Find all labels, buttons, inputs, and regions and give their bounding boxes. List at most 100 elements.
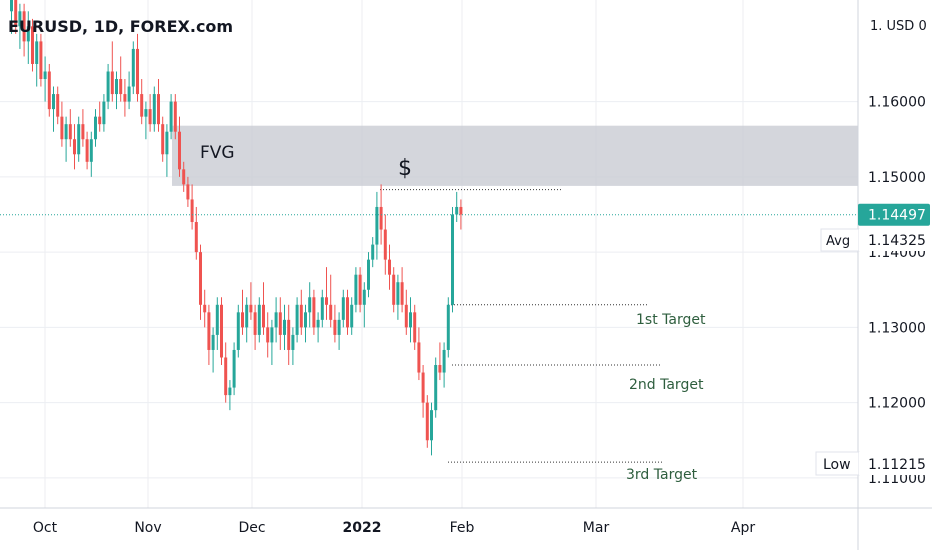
- candle-body: [60, 116, 64, 140]
- candle-body: [148, 109, 152, 125]
- fvg-label: FVG: [200, 143, 235, 163]
- candle-body: [434, 365, 438, 411]
- candle-body: [77, 124, 81, 155]
- candle: [278, 297, 282, 350]
- candle-body: [459, 206, 463, 215]
- candle: [136, 33, 139, 102]
- candle-body: [35, 41, 39, 64]
- time-axis[interactable]: Oct Nov Dec 2022 Feb Mar Apr: [33, 520, 755, 536]
- candle: [245, 297, 249, 343]
- candle: [31, 18, 34, 72]
- candle: [459, 199, 463, 230]
- candle: [26, 11, 30, 64]
- candle-body: [161, 124, 165, 155]
- candle-body: [123, 94, 127, 102]
- candle-body: [253, 312, 257, 335]
- candle-body: [396, 282, 400, 305]
- candle-body: [409, 312, 412, 328]
- candle: [127, 71, 131, 110]
- candle: [320, 289, 324, 328]
- candle-body: [451, 214, 454, 305]
- candle-body: [388, 259, 391, 275]
- x-tick-label: 2022: [343, 520, 382, 536]
- y-tick-label: 1.12000: [868, 396, 926, 412]
- candle-body: [26, 26, 30, 42]
- candle-body: [119, 79, 123, 95]
- candle-body: [22, 11, 26, 42]
- candle: [375, 191, 379, 260]
- candle-body: [270, 327, 274, 343]
- candle-body: [68, 124, 72, 140]
- candle-body: [455, 206, 459, 215]
- candle-body: [341, 297, 345, 320]
- candle: [85, 131, 89, 170]
- avg-value: 1.14325: [868, 233, 926, 249]
- candle-body: [295, 304, 299, 335]
- candle: [77, 116, 81, 162]
- candle: [89, 131, 93, 177]
- candle-body: [362, 289, 366, 305]
- currency-label[interactable]: 1. USD 0: [870, 19, 927, 34]
- candle: [329, 274, 333, 328]
- candle-body: [278, 312, 282, 335]
- candle-body: [245, 304, 249, 328]
- candle-body: [337, 319, 341, 335]
- candle: [350, 297, 354, 335]
- candle-body: [211, 334, 215, 350]
- candle: [346, 289, 349, 335]
- candle: [110, 41, 114, 102]
- symbol-title[interactable]: EURUSD, 1D, FOREX.com: [8, 17, 233, 36]
- candle: [81, 109, 85, 147]
- candle: [199, 244, 202, 320]
- candle: [131, 41, 135, 95]
- candle: [266, 312, 270, 358]
- candle: [371, 237, 375, 268]
- candle-body: [266, 327, 270, 343]
- candle: [182, 161, 186, 192]
- candle: [152, 86, 156, 132]
- candle: [173, 94, 177, 140]
- candle: [333, 304, 337, 343]
- candle: [140, 79, 144, 125]
- candle-body: [43, 71, 47, 80]
- candle: [144, 101, 148, 140]
- candle: [14, 0, 18, 34]
- candle: [18, 3, 22, 49]
- candle: [312, 289, 316, 335]
- candle: [451, 206, 454, 313]
- candle-body: [131, 48, 135, 87]
- candle: [362, 282, 366, 328]
- candle-body: [81, 124, 85, 140]
- candle: [148, 94, 152, 132]
- candle-body: [102, 101, 106, 125]
- y-tick-label: 1.15000: [868, 170, 926, 186]
- candle: [157, 79, 160, 132]
- y-tick-label: 1.13000: [868, 320, 926, 336]
- candle: [438, 342, 442, 381]
- candle-body: [308, 297, 312, 313]
- candle: [190, 184, 194, 230]
- x-tick-label: Feb: [450, 520, 475, 536]
- candle: [64, 116, 68, 162]
- candle-body: [312, 297, 316, 328]
- candle-body: [18, 11, 22, 27]
- candle: [211, 327, 215, 373]
- candle: [203, 289, 207, 328]
- candle-body: [400, 282, 404, 305]
- candle: [220, 297, 223, 366]
- last-price-value: 1.14497: [868, 208, 926, 224]
- candle-body: [140, 94, 144, 117]
- candle: [47, 63, 51, 117]
- low-badge: Low 1.11215: [815, 451, 930, 476]
- candle: [270, 319, 274, 366]
- candle: [10, 0, 13, 34]
- candle: [291, 327, 295, 366]
- target-levels: [380, 189, 662, 463]
- candle-body: [371, 244, 375, 260]
- candle: [283, 304, 286, 350]
- candle: [388, 244, 391, 290]
- candle: [94, 109, 97, 147]
- candle: [115, 71, 118, 110]
